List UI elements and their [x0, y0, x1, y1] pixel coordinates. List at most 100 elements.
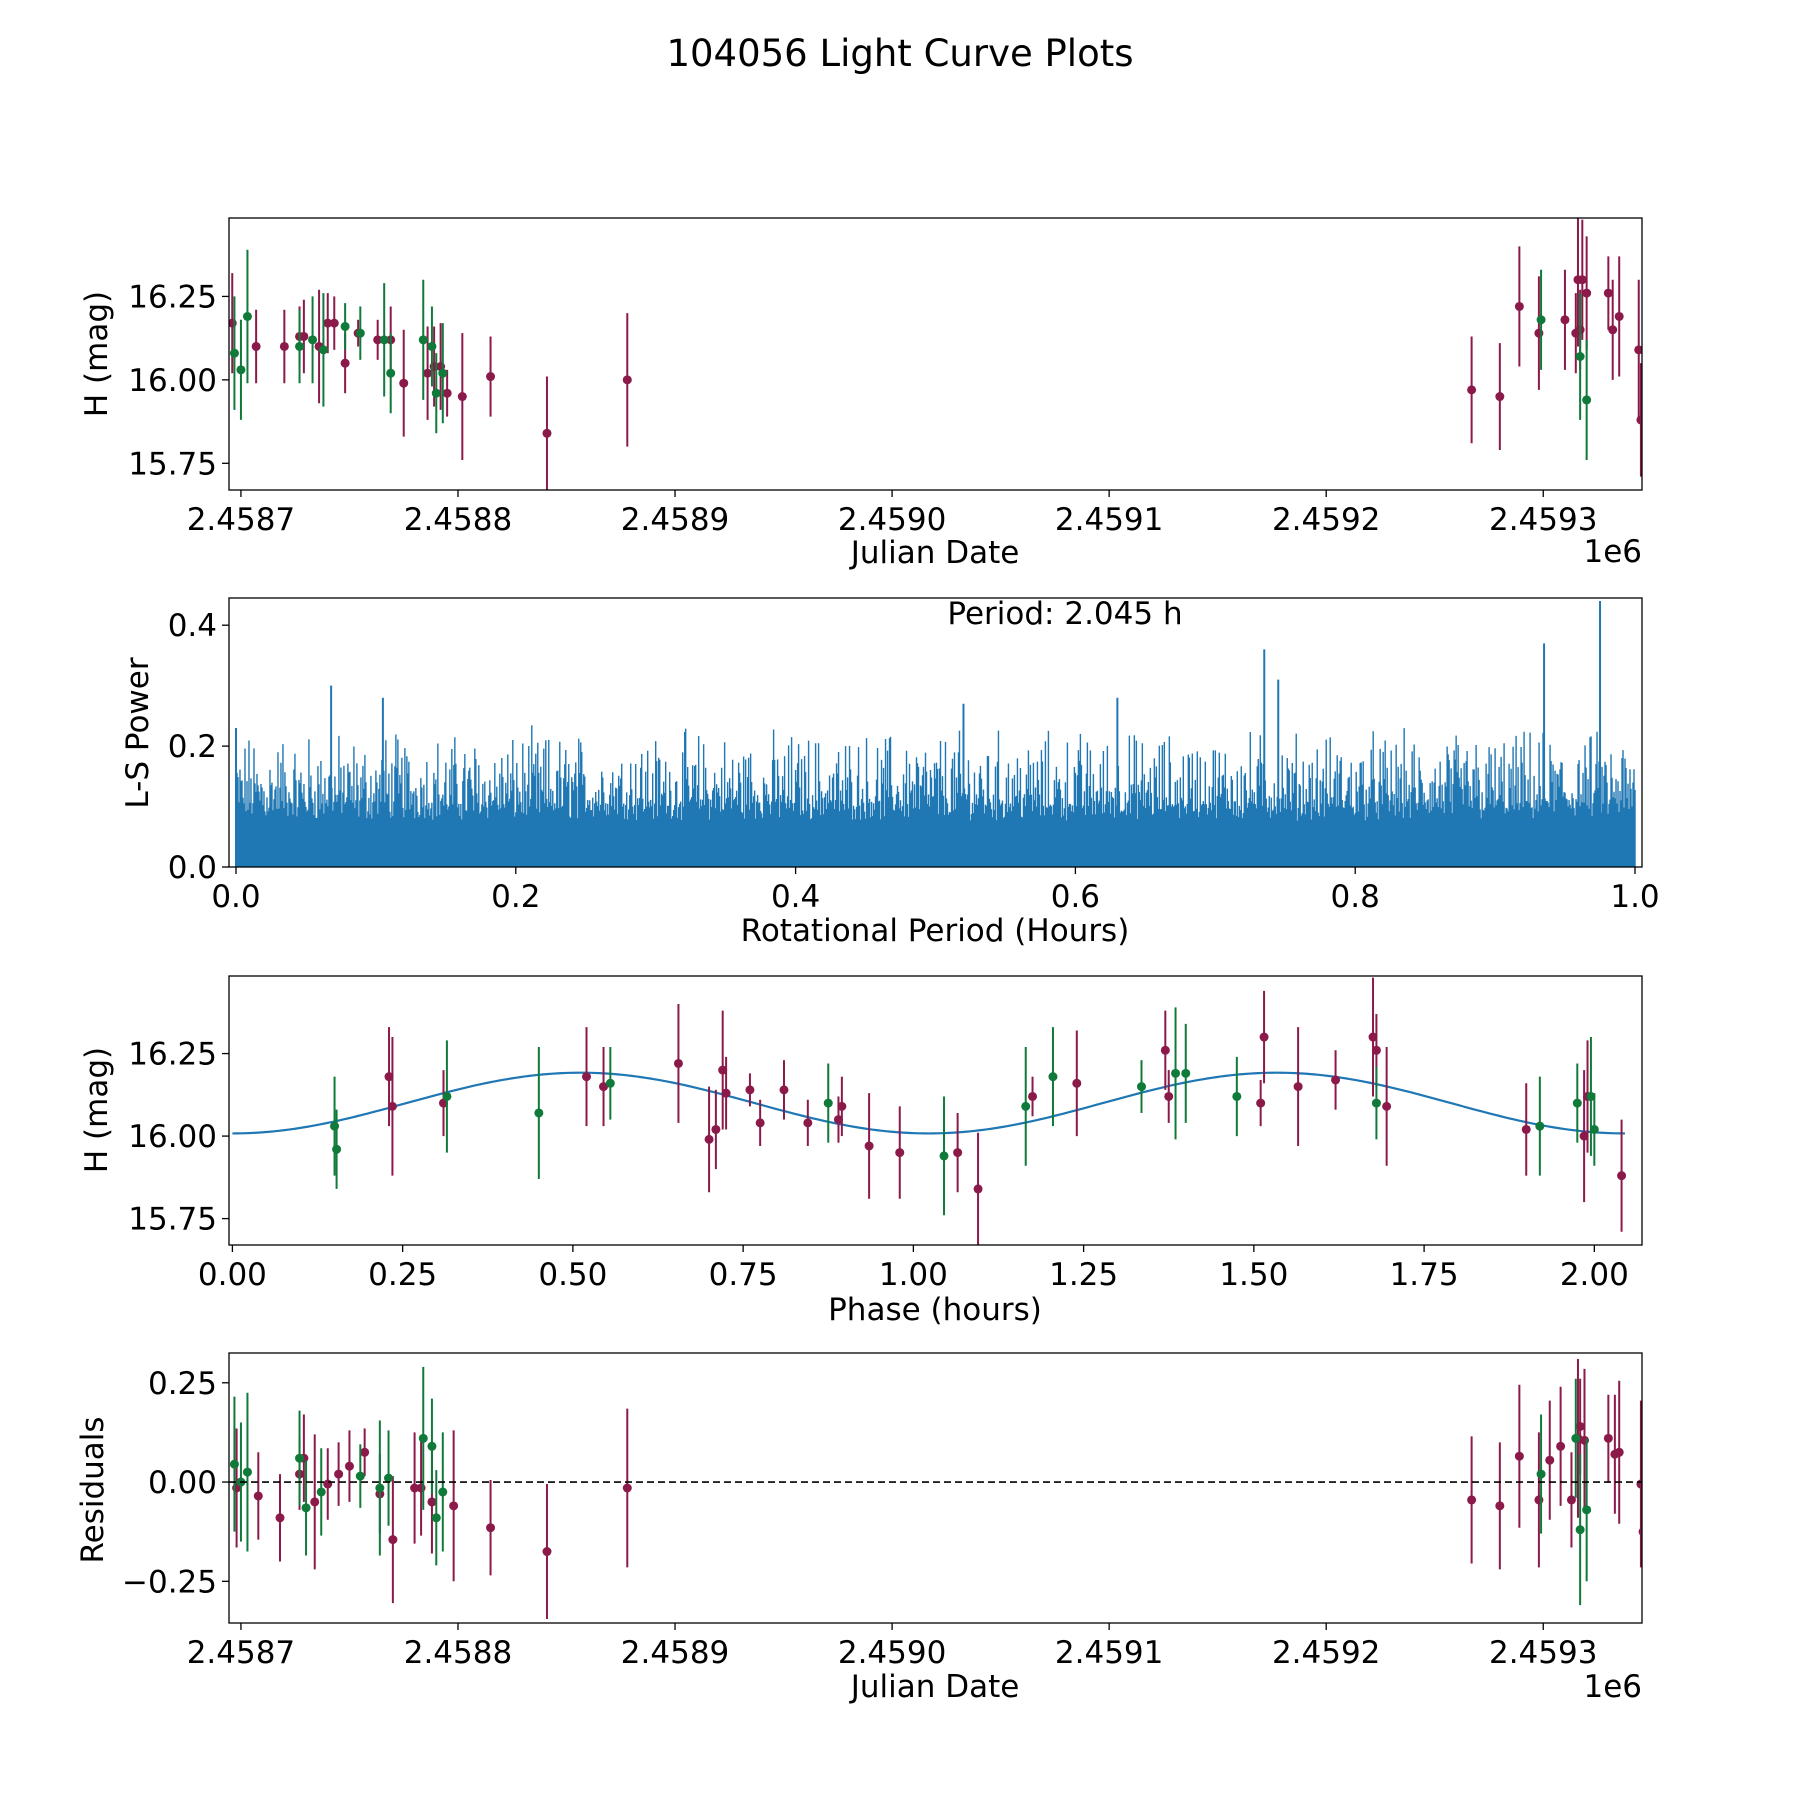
lc-data-point — [486, 372, 496, 382]
phase-x-tick-label: 0.75 — [709, 1257, 778, 1293]
phase-folded-panel: 0.00 0.25 0.50 0.75 1.00 1.25 1.50 1.75 2.00 15.7… — [79, 975, 1643, 1328]
phase-data-point — [1256, 1098, 1266, 1108]
lc-y-tick-label: 16.00 — [128, 363, 217, 399]
lc-data-point — [442, 388, 452, 398]
ls-x-axis-label: Rotational Period (Hours) — [741, 913, 1130, 949]
ls-period-annotation: Period: 2.045 h — [947, 596, 1182, 632]
resid-x-offset-label: 1e6 — [1583, 1669, 1642, 1705]
periodogram-panel: 0.0 0.2 0.4 0.6 0.8 1.0 0.0 0.2 0.4 Period: 2.04… — [120, 596, 1660, 949]
ls-x-tick-label: 0.2 — [491, 879, 540, 915]
lc-data-point — [1495, 392, 1505, 402]
resid-x-tick-label: 2.4589 — [621, 1635, 729, 1671]
phase-data-point — [745, 1085, 755, 1095]
phase-y-axis-label: H (mag) — [79, 1047, 115, 1173]
phase-x-tick-label: 1.75 — [1390, 1257, 1459, 1293]
resid-data-point — [1603, 1433, 1613, 1443]
phase-data-point — [755, 1118, 765, 1128]
ls-y-tick-label: 0.0 — [168, 850, 217, 886]
resid-data-point — [334, 1469, 344, 1479]
phase-data-point — [605, 1078, 615, 1088]
resid-data-point — [1614, 1447, 1624, 1457]
lc-y-tick-label: 15.75 — [128, 446, 217, 482]
resid-x-tick-label: 2.4590 — [838, 1635, 946, 1671]
lc-data-point — [1577, 275, 1587, 285]
ls-power-spectrum — [235, 725, 1636, 867]
lc-data-point — [1582, 288, 1592, 298]
phase-data-point — [332, 1144, 342, 1154]
residuals-panel: 2.4587 2.4588 2.4589 2.4590 2.4591 2.4592 2.45… — [75, 1352, 1643, 1705]
lc-data-point — [1575, 352, 1585, 362]
lc-ticks: 2.4587 2.4588 2.4589 2.4590 2.4591 2.4592 2.45… — [128, 279, 1597, 538]
phase-x-tick-label: 1.50 — [1219, 1257, 1288, 1293]
phase-data-point — [582, 1072, 592, 1082]
resid-data-point — [427, 1497, 437, 1507]
phase-data-point — [442, 1091, 452, 1101]
ls-x-tick-label: 0.0 — [211, 879, 260, 915]
resid-data-point — [355, 1471, 365, 1481]
lc-data-point — [386, 368, 396, 378]
resid-data-point — [1556, 1441, 1566, 1451]
lc-data-point — [1603, 288, 1613, 298]
resid-data-point — [1582, 1505, 1592, 1515]
lc-data-point — [279, 341, 289, 351]
resid-data-point — [449, 1501, 459, 1511]
phase-data-point — [1535, 1121, 1545, 1131]
resid-data-point — [1566, 1495, 1576, 1505]
phase-model-curve — [232, 1071, 1625, 1135]
phase-data-point — [1521, 1124, 1531, 1134]
phase-data-point — [973, 1184, 983, 1194]
phase-data-point — [1589, 1124, 1599, 1134]
ls-x-tick-label: 0.8 — [1331, 879, 1380, 915]
lc-data-layer — [229, 218, 1642, 490]
lc-data-point — [457, 392, 467, 402]
lc-x-tick-label: 2.4587 — [187, 502, 295, 538]
lc-data-point — [1560, 315, 1570, 325]
phase-data-point — [1021, 1101, 1031, 1111]
phase-data-point — [718, 1065, 728, 1075]
lc-x-tick-label: 2.4591 — [1055, 502, 1163, 538]
phase-data-point — [1586, 1091, 1596, 1101]
phase-x-tick-label: 0.25 — [368, 1257, 437, 1293]
lc-data-point — [1608, 325, 1618, 335]
resid-axes-frame — [228, 1352, 1643, 1624]
phase-data-point — [387, 1101, 397, 1111]
phase-data-point — [1171, 1068, 1181, 1078]
resid-data-point — [1495, 1501, 1505, 1511]
ls-x-tick-label: 0.6 — [1051, 879, 1100, 915]
phase-data-point — [1164, 1091, 1174, 1101]
resid-data-point — [1638, 1527, 1642, 1537]
lc-axes-frame — [228, 217, 1643, 491]
resid-x-tick-label: 2.4592 — [1272, 1635, 1380, 1671]
figure-title: 104056 Light Curve Plots — [666, 32, 1133, 75]
phase-x-axis-label: Phase (hours) — [828, 1292, 1042, 1328]
lc-x-tick-label: 2.4590 — [838, 502, 946, 538]
ls-x-tick-label: 1.0 — [1610, 879, 1659, 915]
phase-data-point — [939, 1151, 949, 1161]
lc-y-tick-label: 16.25 — [128, 279, 217, 315]
phase-data-point — [599, 1082, 609, 1092]
phase-data-point — [1382, 1101, 1392, 1111]
resid-data-layer — [229, 1358, 1642, 1620]
resid-data-point — [384, 1473, 394, 1483]
ls-y-axis-label: L-S Power — [120, 657, 156, 808]
lc-x-tick-label: 2.4592 — [1272, 502, 1380, 538]
lc-data-point — [1536, 315, 1546, 325]
phase-x-tick-label: 1.25 — [1049, 1257, 1118, 1293]
lc-data-point — [329, 318, 339, 328]
phase-data-point — [721, 1088, 731, 1098]
phase-y-tick-label: 15.75 — [128, 1202, 217, 1238]
resid-x-tick-label: 2.4587 — [187, 1635, 295, 1671]
phase-y-tick-label: 16.00 — [128, 1119, 217, 1155]
phase-x-tick-label: 2.00 — [1560, 1257, 1629, 1293]
lc-data-point — [1467, 385, 1477, 395]
ls-x-tick-label: 0.4 — [771, 879, 820, 915]
lc-data-point — [418, 335, 428, 345]
resid-data-point — [388, 1535, 398, 1545]
resid-x-tick-label: 2.4593 — [1489, 1635, 1597, 1671]
resid-data-point — [301, 1503, 311, 1513]
lc-data-point — [1514, 301, 1524, 311]
lc-x-offset-label: 1e6 — [1583, 534, 1642, 570]
resid-y-tick-label: −0.25 — [122, 1564, 217, 1600]
resid-data-point — [1467, 1495, 1477, 1505]
